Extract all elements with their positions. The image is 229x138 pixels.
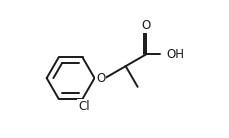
Text: O: O [141,19,150,32]
Text: OH: OH [165,48,183,61]
Text: O: O [96,72,105,85]
Text: Cl: Cl [78,100,89,113]
